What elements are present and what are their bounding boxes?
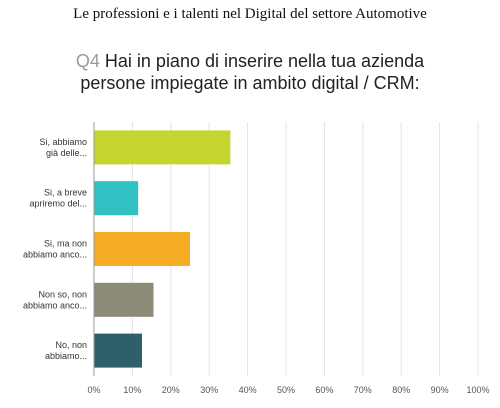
x-tick-label: 30% — [200, 385, 218, 395]
x-tick-label: 10% — [123, 385, 141, 395]
x-tick-label: 40% — [239, 385, 257, 395]
bar — [94, 333, 142, 368]
bar — [94, 232, 190, 266]
question-text-line-2: persone impiegate in ambito digital / CR… — [80, 73, 420, 93]
x-tick-label: 100% — [466, 385, 489, 395]
question-line-1: Q4 Hai in piano di inserire nella tua az… — [0, 50, 500, 72]
document-title: Le professioni e i talenti nel Digital d… — [73, 6, 427, 22]
category-label: Non so, non — [38, 289, 87, 299]
x-tick-label: 50% — [277, 385, 295, 395]
category-label: abbiamo anco... — [23, 250, 87, 260]
category-label: abbiamo anco... — [23, 300, 87, 310]
bar — [94, 282, 154, 317]
category-label: Si, abbiamo — [39, 137, 87, 147]
category-label: Si, a breve — [44, 188, 87, 198]
x-tick-label: 90% — [431, 385, 449, 395]
question-heading: Q4 Hai in piano di inserire nella tua az… — [0, 50, 500, 94]
x-tick-label: 70% — [354, 385, 372, 395]
bar — [94, 181, 139, 216]
x-tick-label: 20% — [162, 385, 180, 395]
category-label: No, non — [55, 340, 87, 350]
category-label: apriremo del... — [29, 199, 87, 209]
x-tick-label: 60% — [315, 385, 333, 395]
question-text-line-1: Hai in piano di inserire nella tua azien… — [104, 51, 425, 71]
x-tick-label: 80% — [392, 385, 410, 395]
question-number: Q4 — [75, 51, 100, 71]
x-tick-label: 0% — [87, 385, 100, 395]
category-label: abbiamo... — [45, 351, 87, 361]
category-label: già delle... — [46, 148, 87, 158]
category-label: Si, ma non — [44, 239, 87, 249]
bar — [94, 130, 231, 165]
